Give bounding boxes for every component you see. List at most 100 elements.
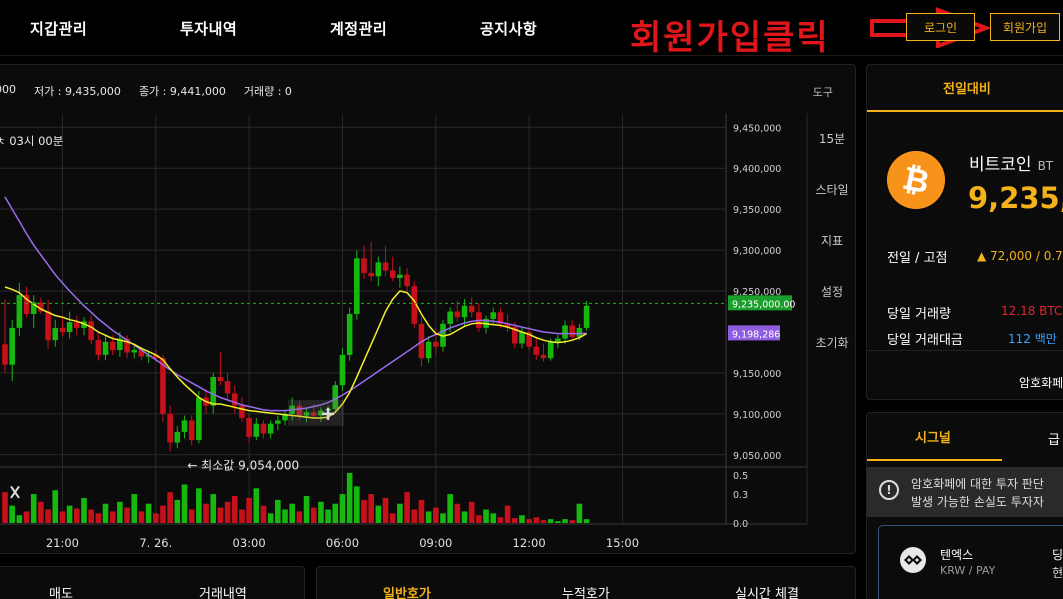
volume-bar [325, 509, 331, 523]
x-tick-label: 12:00 [513, 536, 546, 550]
tab-cumulative-orderbook[interactable]: 누적호가 [562, 587, 610, 599]
tools-button[interactable]: 도구 [812, 86, 833, 99]
login-button[interactable]: 로그인 [906, 13, 975, 41]
candle [397, 274, 403, 278]
volume-bar [188, 509, 195, 523]
candle [217, 377, 224, 382]
volume-bar [404, 492, 410, 523]
volume-bar [38, 501, 44, 523]
candle [224, 381, 231, 394]
volume-bar [196, 488, 202, 523]
y-tick-label: 9,100,000 [733, 410, 781, 421]
volume-bar [59, 511, 66, 523]
candlestick-chart[interactable]: 9,450,000 9,400,000 9,350,000 9,300,000 9,25… [0, 65, 857, 555]
candle [188, 420, 195, 441]
x-tick-label: 15:00 [606, 536, 639, 550]
volume-tick-label: 0.5 [733, 471, 748, 482]
tab-signal[interactable]: 시그널 [867, 413, 1002, 461]
volume-bar [138, 511, 145, 523]
candle [375, 262, 382, 277]
style-button[interactable]: 스타일 [815, 183, 849, 197]
low-value: 저가 : 9,435,000 [34, 85, 121, 98]
candle [583, 305, 590, 328]
candle [533, 346, 540, 355]
candle [59, 327, 66, 332]
candle [239, 405, 245, 418]
volume-bar [476, 515, 482, 523]
reset-button[interactable]: 초기화 [815, 336, 849, 350]
candle [38, 302, 44, 312]
investment-notice: ! 암호화페에 대한 투자 판단 발생 가능한 손실도 투자자 [867, 467, 1063, 517]
signal-panel: 시그널 급 ! 암호화페에 대한 투자 판단 발생 가능한 손실도 투자자 텐엑… [866, 412, 1063, 599]
volume-tick-label: 0.3 [733, 490, 748, 501]
candle [540, 354, 547, 359]
signup-button[interactable]: 회원가입 [990, 13, 1060, 41]
crosshair-icon [322, 407, 335, 420]
nav-item-investments[interactable]: 투자내역 [180, 20, 238, 38]
volume-bar [368, 494, 374, 523]
volume-bar [346, 472, 353, 523]
volume-bar [540, 520, 547, 523]
candle [296, 405, 303, 416]
tab-sell[interactable]: 매도 [49, 587, 73, 599]
candle [260, 423, 267, 434]
settings-button[interactable]: 설정 [820, 285, 844, 299]
volume-bar [131, 494, 138, 523]
candle [303, 412, 310, 416]
candle [275, 420, 281, 424]
volume-bar [282, 509, 288, 523]
volume-bar [296, 511, 303, 523]
candle [267, 423, 274, 434]
ma-price-label: 9,198,286 [732, 329, 780, 340]
volume-bar [181, 484, 188, 523]
candle [210, 377, 217, 406]
volume-bar [497, 517, 504, 523]
interval-15m-button[interactable]: 15분 [818, 132, 846, 146]
nav-item-wallet[interactable]: 지갑관리 [30, 20, 88, 38]
candle [74, 322, 80, 328]
volume-bar [504, 505, 511, 523]
volume-bar [375, 505, 382, 523]
candle [332, 385, 339, 409]
candle [569, 325, 576, 337]
tab-orderbook[interactable]: 일반호가 [383, 587, 431, 599]
volume-bar [425, 511, 432, 523]
volume-bar [81, 497, 87, 523]
tab-trade-history[interactable]: 거래내역 [199, 587, 247, 599]
prev-high-value: ▲ 72,000 / 0.7 [977, 249, 1063, 263]
candle [81, 321, 87, 328]
y-tick-label: 9,050,000 [733, 451, 781, 462]
volume-bar [2, 492, 8, 523]
nav-item-account[interactable]: 계정관리 [330, 20, 388, 38]
volume-bar [303, 496, 310, 523]
day-volume-value: 12.18 BTC [1001, 304, 1063, 318]
volume-bar [231, 496, 238, 523]
volume-bar [555, 521, 561, 523]
x-tick-label: 7. 26. [139, 536, 172, 550]
volume-bar [339, 494, 346, 523]
volume-bar [117, 501, 123, 523]
candle [433, 341, 439, 347]
exchange-card[interactable]: 텐엑스 KRW / PAY 딩 현 [878, 525, 1063, 599]
ticker-footer-text: 암호화페 [1019, 376, 1063, 390]
info-icon: ! [879, 480, 899, 500]
exchange-info-2: 현 [1052, 566, 1063, 580]
tab-realtime-trades[interactable]: 실시간 체결 [735, 587, 799, 599]
coin-name: 비트코인 BT [969, 150, 1053, 175]
indicator-button[interactable]: 지표 [820, 234, 844, 248]
exchange-info-1: 딩 [1052, 548, 1063, 562]
tab-prev-day[interactable]: 전일대비 [867, 65, 1063, 112]
volume-bar [102, 503, 109, 523]
volume-bar [30, 494, 37, 523]
day-amount-value: 112 백만 [1008, 332, 1057, 346]
volume-bar [468, 501, 475, 523]
ma-short-line [4, 286, 587, 419]
volume-bar [533, 517, 540, 523]
volume-bar [569, 520, 576, 523]
volume-bar [397, 503, 403, 523]
signup-promo-text: 회원가입클릭 [630, 18, 830, 58]
nav-item-notices[interactable]: 공지사항 [480, 20, 538, 38]
ohlc-info-bar: 000 저가 : 9,435,000 종가 : 9,441,000 거래량 : … [0, 83, 292, 99]
volume-bar [210, 494, 217, 523]
tab-second[interactable]: 급 [1048, 433, 1060, 448]
